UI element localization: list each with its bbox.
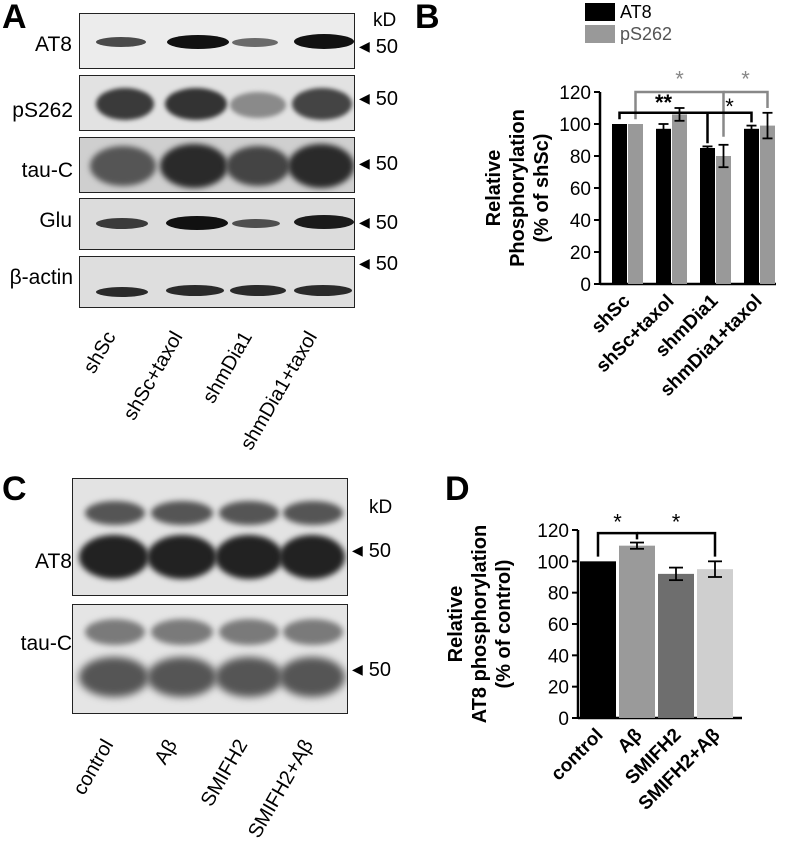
blot-strip-c-tau-c	[72, 604, 348, 714]
blot-row-label-ps262: pS262	[12, 99, 73, 122]
chart-b-y-tick-label: 120	[559, 83, 591, 104]
chart-b-sig-bracket	[707, 111, 753, 123]
marker-at8: ◀ 50	[359, 36, 399, 58]
chart-b-legend-label: AT8	[620, 2, 652, 22]
chart-b-y-label: Phosphorylation	[507, 109, 529, 267]
chart-d-y-tick-label: 80	[548, 584, 569, 605]
blot-strip-c-at8	[72, 478, 348, 596]
chart-d-sig-label: *	[613, 510, 622, 535]
chart-b-bar	[672, 114, 687, 285]
lane-label-shsc: shSc	[78, 327, 121, 378]
blot-strip-glu	[79, 198, 355, 250]
blot-strip-tau-c	[79, 137, 355, 193]
blot-row-label-c-tau-c: tau-C	[20, 632, 72, 655]
panel-letter-a: A	[2, 0, 27, 36]
chart-d-bar	[580, 561, 616, 718]
marker-beta-actin: ◀ 50	[359, 253, 399, 275]
lane-label-control: control	[69, 735, 119, 799]
chart-d-sig-bracket	[596, 531, 639, 557]
marker-c-tau-c: ◀ 50	[352, 659, 392, 681]
chart-b-sig-bracket	[723, 90, 769, 108]
kd-label-a: kD	[373, 10, 397, 31]
chart-b: 020406080100120shScshSc+taxolshmDia1shmD…	[483, 2, 776, 401]
chart-b-sig-bracket	[618, 111, 709, 144]
chart-b-y-tick-label: 100	[559, 115, 591, 136]
chart-d-y-label: AT8 phosphorylation	[469, 525, 491, 724]
chart-d-y-tick-label: 40	[548, 646, 569, 667]
kd-label-c: kD	[369, 497, 393, 518]
chart-b-y-tick-label: 60	[570, 179, 591, 200]
chart-b-bar	[744, 128, 759, 284]
chart-b-sig-label: *	[741, 66, 750, 91]
panel-letter-b: B	[415, 0, 440, 36]
lane-label-smifh2-abeta: SMIFH2+Aβ	[244, 735, 319, 842]
chart-b-legend-swatch	[585, 25, 615, 43]
chart-b-bar	[700, 148, 715, 284]
chart-d-bar	[658, 573, 694, 718]
marker-c-at8: ◀ 50	[352, 540, 392, 562]
chart-d-y-tick-label: 20	[548, 678, 569, 699]
blot-row-label-beta-actin: β-actin	[9, 266, 73, 289]
chart-b-y-tick-label: 40	[570, 211, 591, 232]
chart-d-sig-bracket	[637, 531, 717, 557]
chart-b-bar	[716, 156, 731, 284]
chart-b-legend-swatch	[585, 3, 615, 21]
blot-row-label-c-at8: AT8	[35, 550, 72, 573]
chart-b-sig-label: **	[655, 90, 673, 115]
lane-label-shsc-taxol: shSc+taxol	[118, 327, 188, 424]
chart-d-sig-label: *	[672, 510, 681, 535]
chart-b-sig-label: *	[725, 94, 734, 119]
chart-b-sig-bracket	[634, 90, 725, 137]
marker-ps262: ◀ 50	[359, 88, 399, 110]
chart-b-y-tick-label: 80	[570, 147, 591, 168]
blot-row-label-tau-c: tau-C	[21, 159, 73, 182]
blot-strip-ps262	[79, 75, 355, 131]
marker-tau-c: ◀ 50	[359, 153, 399, 175]
chart-d-x-tick-label: control	[547, 725, 607, 785]
chart-d-y-tick-label: 60	[548, 615, 569, 636]
chart-b-bar	[656, 128, 671, 284]
chart-d-y-tick-label: 100	[537, 552, 569, 573]
chart-b-y-tick-label: 0	[580, 275, 591, 296]
blot-row-label-at8: AT8	[35, 33, 72, 56]
chart-d-bar	[697, 569, 733, 718]
chart-b-legend-label: pS262	[620, 24, 672, 44]
blot-row-label-glu: Glu	[39, 209, 72, 232]
lane-label-smifh2: SMIFH2	[196, 735, 253, 811]
chart-b-bar	[760, 125, 775, 284]
chart-b-y-tick-label: 20	[570, 243, 591, 264]
chart-d-y-label: (% of control)	[493, 560, 515, 689]
chart-b-sig-label: *	[675, 66, 684, 91]
chart-b-y-label: (% of shSc)	[531, 134, 553, 243]
chart-d-bar	[619, 545, 655, 718]
chart-d-y-tick-label: 120	[537, 521, 569, 542]
panel-letter-c: C	[2, 470, 27, 508]
lane-label-shmdia1: shmDia1	[198, 327, 258, 408]
chart-b-bar	[612, 124, 627, 284]
panel-letter-d: D	[445, 470, 470, 508]
blot-strip-beta-actin	[79, 256, 355, 308]
marker-glu: ◀ 50	[359, 212, 399, 234]
chart-d-y-tick-label: 0	[558, 709, 569, 730]
blot-strip-at8	[79, 13, 355, 69]
chart-d-y-label: Relative	[445, 586, 467, 663]
chart-b-bar	[628, 124, 643, 284]
chart-b-y-label: Relative	[483, 150, 505, 227]
lane-label-abeta: Aβ	[150, 735, 183, 769]
